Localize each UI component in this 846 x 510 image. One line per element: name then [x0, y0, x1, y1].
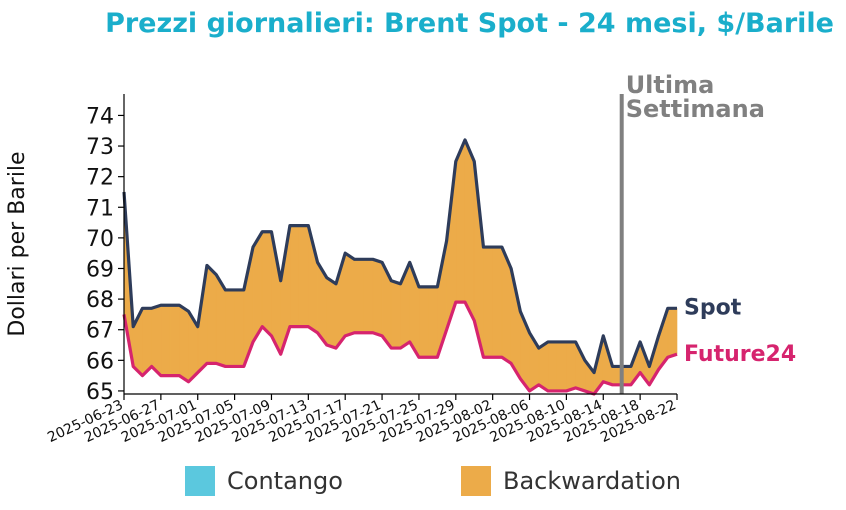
series-line-future24 — [122, 300, 678, 396]
fill-segment-12 — [234, 289, 245, 367]
fill-segment-45 — [538, 341, 549, 392]
fill-segment-46 — [547, 341, 558, 392]
legend-label-backwardation: Backwardation — [503, 467, 681, 495]
y-tick-label-71: 71 — [86, 196, 114, 221]
series-label-spot: Spot — [684, 295, 742, 320]
y-tick-label-65: 65 — [86, 380, 114, 405]
legend-label-contango: Contango — [227, 467, 343, 495]
fill-segment-2 — [142, 307, 152, 377]
y-tick-label-67: 67 — [86, 319, 114, 344]
fill-segment-18 — [289, 225, 300, 327]
fill-segment-11 — [225, 289, 235, 367]
y-tick-label-74: 74 — [86, 104, 114, 129]
last-week-marker-label-line1: Ultima — [626, 71, 715, 99]
legend-item-contango: Contango — [185, 466, 343, 496]
y-tick-label-66: 66 — [86, 349, 114, 374]
fill-segment-40 — [492, 246, 503, 358]
fill-segment-25 — [354, 259, 364, 334]
fill-segment-3 — [151, 304, 162, 377]
series-line-spot — [122, 138, 677, 375]
series-label-future24: Future24 — [684, 342, 796, 367]
fill-segment-39 — [483, 246, 493, 358]
fill-segment-4 — [160, 304, 171, 376]
chart-title: Prezzi giornalieri: Brent Spot - 24 mesi… — [105, 8, 834, 39]
fill-segment-24 — [344, 252, 355, 337]
fill-segment-37 — [464, 139, 475, 321]
legend-item-backwardation: Backwardation — [461, 466, 681, 496]
fill-segment-27 — [372, 258, 383, 337]
fill-segment-9 — [206, 264, 217, 364]
label-layer: Spot Future24 — [684, 295, 796, 367]
line-layer — [122, 138, 678, 396]
legend-swatch-contango — [185, 466, 215, 496]
fill-segment-29 — [390, 280, 401, 349]
fill-segment-5 — [169, 304, 180, 376]
fill-segment-22 — [326, 277, 337, 349]
fill-segment-6 — [179, 304, 189, 383]
fill-segment-48 — [566, 341, 576, 392]
last-week-marker-label-line2: Settimana — [626, 95, 765, 123]
fill-segment-47 — [556, 341, 567, 392]
y-tick-label-72: 72 — [86, 166, 114, 191]
fill-segment-33 — [427, 286, 438, 358]
fill-segment-26 — [363, 259, 374, 334]
fill-segment-59 — [667, 307, 678, 358]
fill-segment-15 — [261, 231, 272, 337]
y-tick-label-73: 73 — [86, 135, 114, 160]
fill-segment-32 — [418, 286, 429, 358]
y-axis-title: Dollari per Barile — [5, 151, 30, 336]
y-tick-label-70: 70 — [86, 227, 114, 252]
legend-swatch-backwardation — [461, 466, 491, 496]
fill-segment-36 — [455, 139, 466, 303]
y-tick-label-68: 68 — [86, 288, 114, 313]
fill-segment-19 — [298, 225, 309, 327]
y-tick-label-69: 69 — [86, 257, 114, 282]
fill-segment-14 — [252, 230, 263, 344]
